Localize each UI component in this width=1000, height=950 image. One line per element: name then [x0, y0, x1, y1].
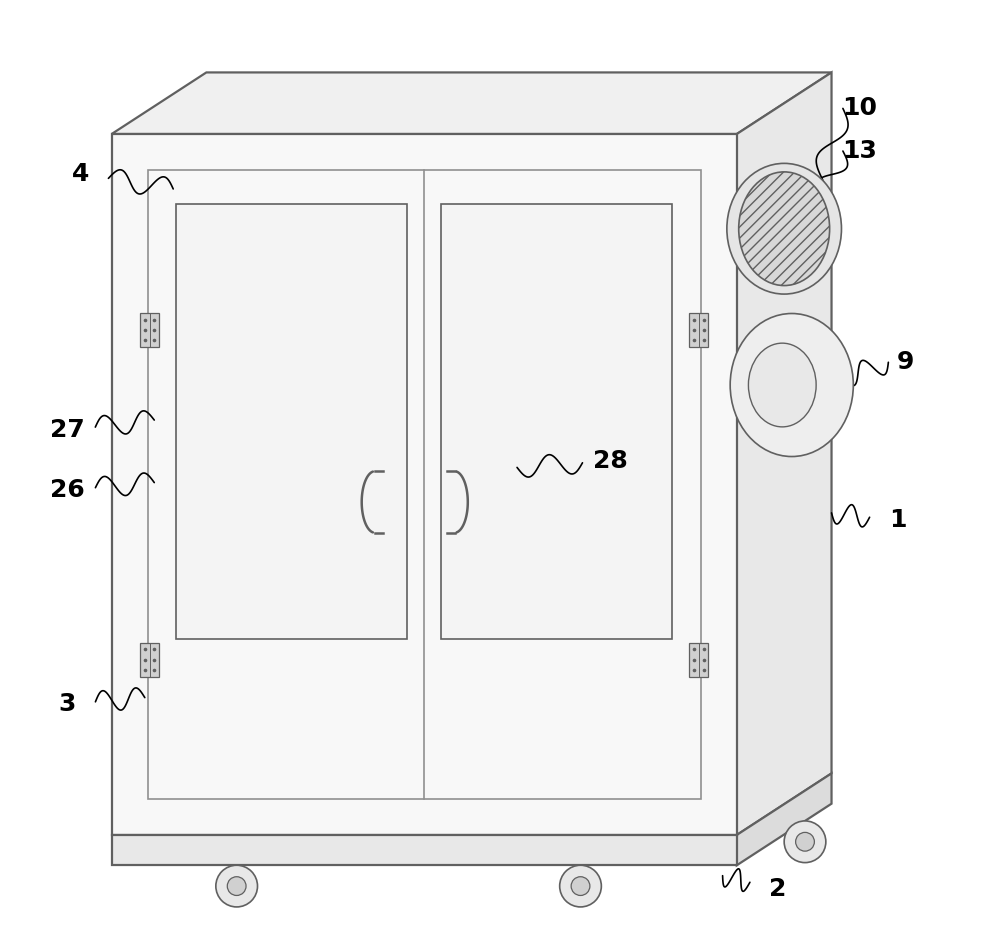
Ellipse shape [739, 172, 830, 286]
Bar [112, 134, 737, 835]
Bar [140, 314, 159, 348]
Text: 3: 3 [58, 693, 76, 716]
Bar [148, 170, 701, 799]
Ellipse shape [748, 343, 816, 427]
Text: 10: 10 [842, 96, 877, 121]
Ellipse shape [727, 163, 841, 294]
Text: 1: 1 [889, 508, 907, 532]
Ellipse shape [730, 314, 853, 457]
Circle shape [571, 877, 590, 896]
Circle shape [796, 832, 814, 851]
Polygon shape [737, 72, 832, 835]
Circle shape [216, 865, 258, 907]
Text: 2: 2 [769, 877, 786, 901]
Text: 4: 4 [72, 162, 89, 186]
Bar [689, 642, 708, 676]
Circle shape [227, 877, 246, 896]
Circle shape [560, 865, 601, 907]
Text: 27: 27 [50, 419, 84, 443]
Polygon shape [112, 72, 832, 134]
Text: 9: 9 [897, 351, 914, 374]
Text: 13: 13 [843, 139, 877, 163]
Bar [140, 642, 159, 676]
Text: 28: 28 [593, 448, 628, 473]
Bar [441, 204, 672, 638]
Text: 26: 26 [50, 478, 84, 503]
Bar [689, 314, 708, 348]
Polygon shape [737, 773, 832, 865]
Circle shape [784, 821, 826, 863]
Bar [176, 204, 407, 638]
Bar [112, 835, 737, 865]
